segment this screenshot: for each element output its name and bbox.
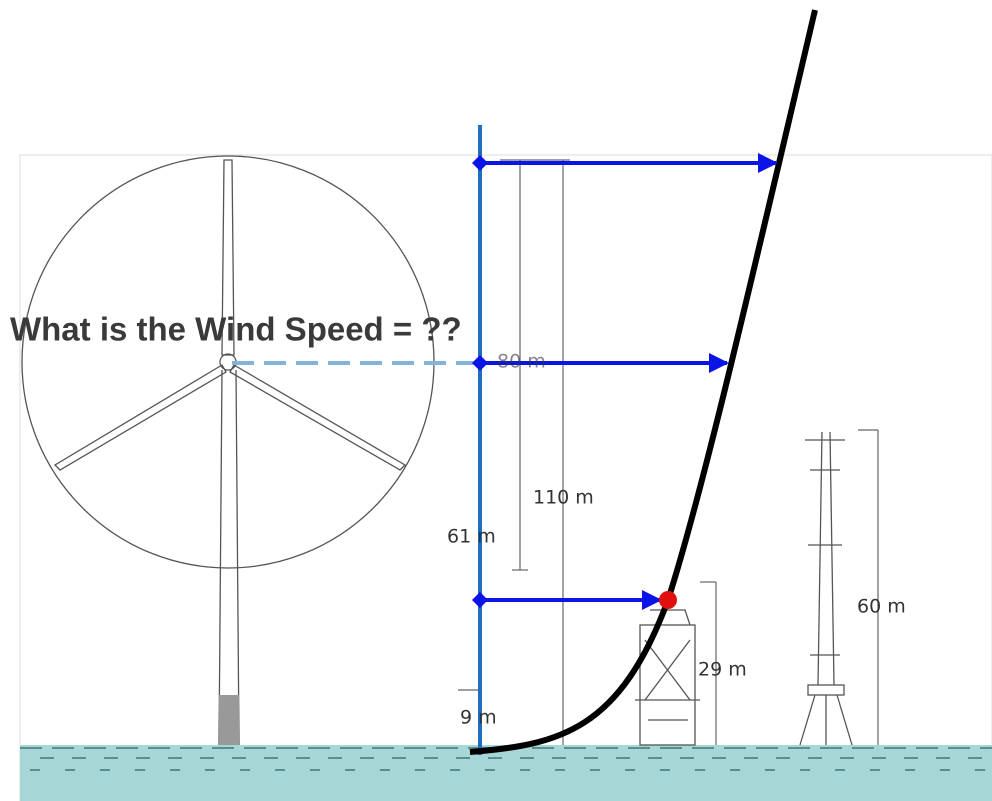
platform <box>635 609 700 746</box>
question: What is the Wind Speed = ?? <box>10 311 462 348</box>
sea <box>20 745 992 801</box>
background <box>19 154 992 801</box>
tip-height-label: 110 m <box>533 487 594 509</box>
wind-arrows <box>480 153 778 610</box>
wind-profile <box>469 9 818 755</box>
platform-label: 29 m <box>698 659 747 681</box>
base-label: 9 m <box>460 707 497 729</box>
tower-label: 61 m <box>447 526 496 548</box>
mast-label: 60 m <box>857 596 906 618</box>
turbine <box>21 155 435 746</box>
measurement-point <box>659 591 677 609</box>
met-mast <box>799 431 853 746</box>
dimension-lines <box>458 159 879 745</box>
tower-base <box>219 695 239 745</box>
arrow-origins <box>472 155 488 608</box>
hub-height-label: 80 m <box>497 351 546 373</box>
